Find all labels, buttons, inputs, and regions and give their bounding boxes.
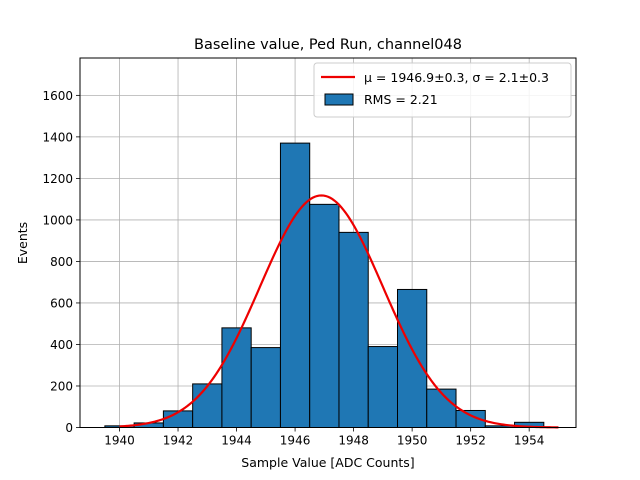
histogram-bar	[279, 142, 311, 428]
y-tick-label: 600	[50, 296, 73, 310]
y-tick-label: 0	[65, 421, 73, 435]
y-tick-label: 1000	[42, 213, 73, 227]
gaussian-fit-curve	[119, 194, 559, 429]
histogram-bar	[396, 288, 428, 428]
histogram-bar	[367, 346, 398, 429]
y-tick-label: 1600	[42, 89, 73, 103]
x-axis-ticks: 1940 1942 1944 1946 1948 1950 1952 1954	[104, 427, 545, 448]
histogram-bar	[192, 383, 223, 429]
x-tick-label: 1954	[514, 434, 545, 448]
y-axis-ticks: 0 200 400 600 800 1000 1200 1400 1600	[42, 89, 80, 435]
x-axis-label: Sample Value [ADC Counts]	[241, 455, 414, 470]
legend-fit-label: μ = 1946.9±0.3, σ = 2.1±0.3	[364, 70, 549, 85]
histogram-bar	[221, 327, 252, 429]
y-tick-label: 800	[50, 255, 73, 269]
histogram-bar	[338, 231, 369, 428]
x-tick-label: 1950	[397, 434, 428, 448]
x-tick-label: 1942	[163, 434, 194, 448]
x-tick-label: 1952	[455, 434, 486, 448]
histogram-bar	[250, 347, 281, 428]
histogram-bar	[309, 203, 340, 428]
y-tick-label: 1200	[42, 172, 73, 186]
y-tick-label: 200	[50, 379, 73, 393]
chart-title: Baseline value, Ped Run, channel048	[194, 37, 462, 53]
legend: μ = 1946.9±0.3, σ = 2.1±0.3 RMS = 2.21	[313, 62, 572, 118]
histogram-bar	[426, 388, 457, 429]
x-tick-label: 1948	[338, 434, 369, 448]
x-tick-label: 1944	[221, 434, 252, 448]
legend-hist-swatch	[324, 93, 354, 106]
y-axis-label: Events	[15, 222, 30, 264]
y-tick-label: 400	[50, 338, 73, 352]
y-tick-label: 1400	[42, 130, 73, 144]
x-tick-label: 1946	[280, 434, 311, 448]
x-tick-label: 1940	[104, 434, 135, 448]
legend-box	[313, 62, 572, 118]
plot-frame	[79, 57, 577, 428]
legend-hist-label: RMS = 2.21	[364, 92, 438, 107]
